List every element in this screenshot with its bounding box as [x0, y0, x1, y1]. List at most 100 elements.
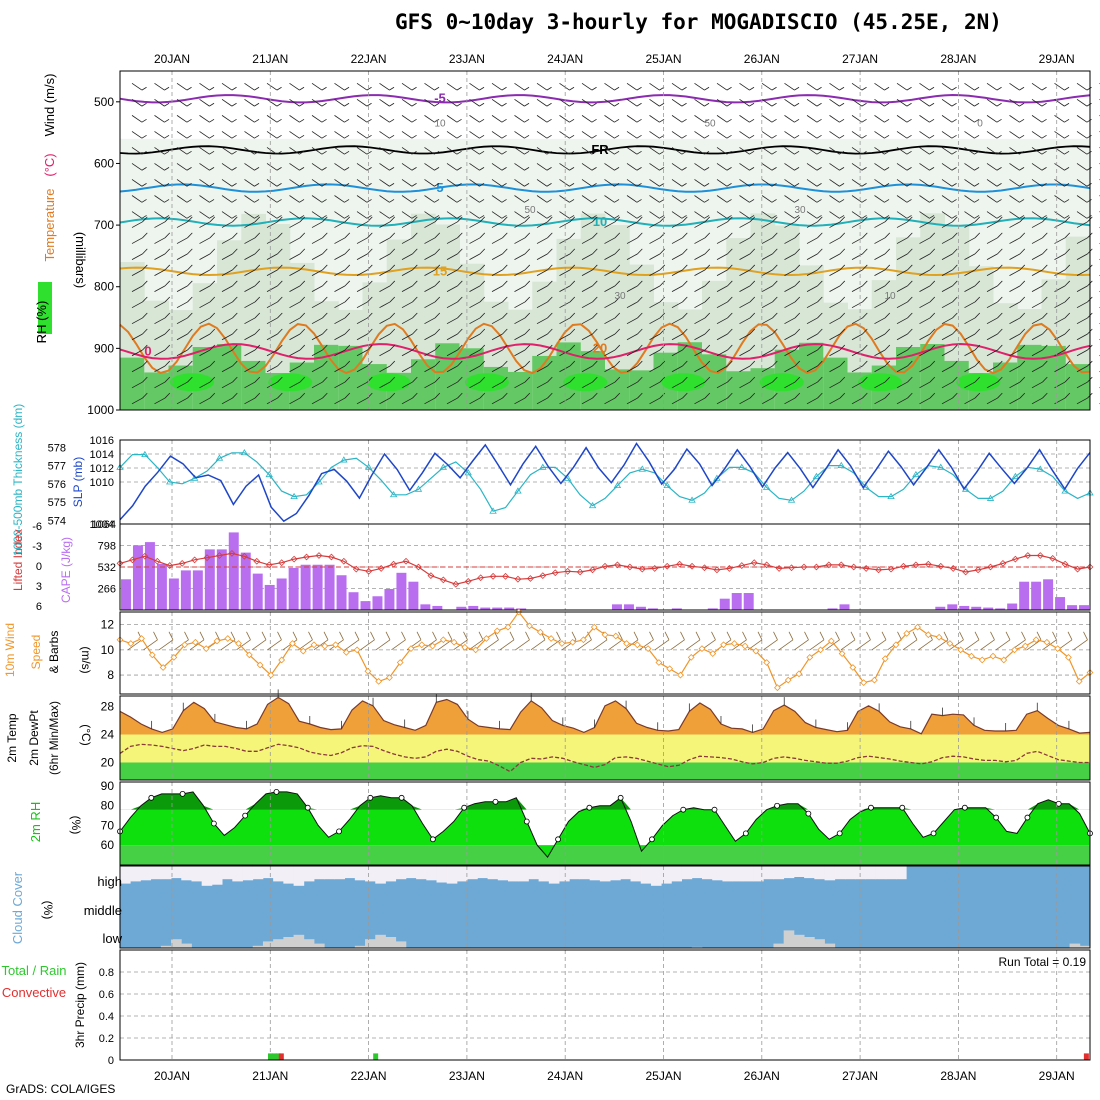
wind-barb-10m — [980, 639, 995, 651]
cloud-high-gap — [548, 866, 560, 884]
lifted-index-marker — [999, 560, 1007, 567]
wind-barb — [469, 333, 481, 341]
wind-barb — [164, 312, 171, 319]
wind-barb — [896, 131, 908, 139]
wind-barb — [469, 99, 480, 107]
wind-barb — [727, 312, 733, 319]
wind-barb — [411, 150, 417, 155]
wind-barb — [862, 232, 868, 239]
wind-barb — [906, 118, 912, 123]
wind-barb — [974, 360, 981, 367]
cloud-high-gap — [344, 866, 356, 879]
wind-barb — [1064, 102, 1070, 107]
wind-barb — [266, 301, 278, 309]
wind-barb — [1054, 179, 1065, 187]
cloud-high-gap — [456, 866, 468, 882]
wind-barb — [547, 232, 553, 239]
wind-barb — [671, 195, 683, 203]
wind-barb — [299, 134, 305, 139]
wind-barb-10m — [401, 631, 406, 641]
wind-speed-marker — [1000, 656, 1008, 664]
wind-barb — [424, 211, 435, 219]
wind-barb — [929, 102, 935, 107]
wind-barb-10m — [143, 639, 158, 651]
wind-barb-10m — [726, 631, 732, 641]
wind-barb — [536, 179, 548, 187]
cloud-high-gap — [671, 866, 682, 882]
lifted-index-marker — [576, 568, 584, 576]
wind-barb — [289, 349, 301, 357]
wind-barb — [739, 397, 751, 405]
wind-barb — [164, 344, 171, 351]
wind-barb — [254, 328, 261, 335]
wind-barb — [682, 392, 688, 399]
wind-barb — [244, 397, 256, 405]
wind-barb — [716, 147, 728, 155]
wind-barb — [839, 216, 846, 223]
wind-barb — [131, 163, 143, 171]
wind-barb — [389, 199, 395, 203]
wind-barb — [1009, 253, 1021, 260]
cloud-high-gap — [712, 866, 723, 881]
cloud-high-gap — [211, 866, 223, 885]
wind-barb — [896, 381, 908, 389]
wind-barb — [501, 183, 507, 187]
wind-barb — [536, 163, 548, 171]
wind-barb — [941, 317, 953, 325]
wind-barb — [154, 285, 166, 293]
wind-barb — [964, 115, 975, 123]
wind-barb — [221, 333, 233, 341]
wind-barb — [254, 248, 261, 255]
wind-barb — [502, 280, 508, 287]
wind-barb-10m — [804, 631, 809, 641]
wind-barb — [311, 221, 323, 228]
wind-barb — [1054, 301, 1066, 309]
cloud-high-gap — [446, 866, 458, 884]
wind-barb — [727, 248, 733, 255]
wind-barb — [209, 216, 216, 223]
wind-barb — [952, 312, 958, 319]
cloud-high-gap — [222, 866, 233, 880]
wind-barb — [569, 215, 575, 219]
thickness-marker — [340, 456, 348, 463]
wind-barb — [446, 237, 458, 244]
wind-barb — [322, 216, 328, 223]
wind-barb — [514, 253, 526, 260]
lifted-index-marker — [514, 575, 522, 583]
wind-barb — [412, 344, 418, 351]
cloud-high-gap — [395, 866, 407, 880]
wind-barb — [254, 102, 260, 107]
wind-barb — [997, 392, 1003, 399]
wind-barb — [1076, 333, 1088, 341]
wind-barb — [614, 344, 621, 351]
wind-barb — [199, 221, 211, 228]
wind-barb — [289, 365, 301, 373]
lifted-index-marker — [676, 560, 684, 568]
wind-barb — [749, 216, 756, 223]
wind-barb — [829, 115, 840, 123]
lifted-index-marker — [153, 557, 161, 565]
wind-barb — [424, 99, 435, 107]
wind-barb-10m — [1073, 639, 1088, 651]
wind-barb — [874, 365, 886, 373]
rh-marker — [492, 798, 499, 805]
wind-barb — [919, 317, 931, 325]
wind-barb — [906, 215, 912, 219]
wind-barb — [434, 150, 440, 155]
wind-barb — [221, 349, 233, 357]
wind-barb — [1076, 285, 1088, 293]
temp-tick-label: 20 — [101, 756, 115, 770]
lifted-index-marker — [253, 557, 261, 565]
wind-barb — [649, 301, 661, 309]
wind-barb — [412, 328, 418, 335]
wind-barb — [569, 328, 576, 335]
cloud-high-gap — [242, 866, 254, 881]
wind-speed-marker — [763, 659, 771, 666]
cape-bar — [504, 607, 515, 610]
wind-barb — [907, 296, 913, 303]
wind-barb — [131, 397, 143, 405]
wind-barb — [929, 264, 936, 271]
wind-barb — [1064, 183, 1070, 187]
wind-barb-10m — [695, 631, 701, 641]
wind-barb — [637, 344, 643, 351]
